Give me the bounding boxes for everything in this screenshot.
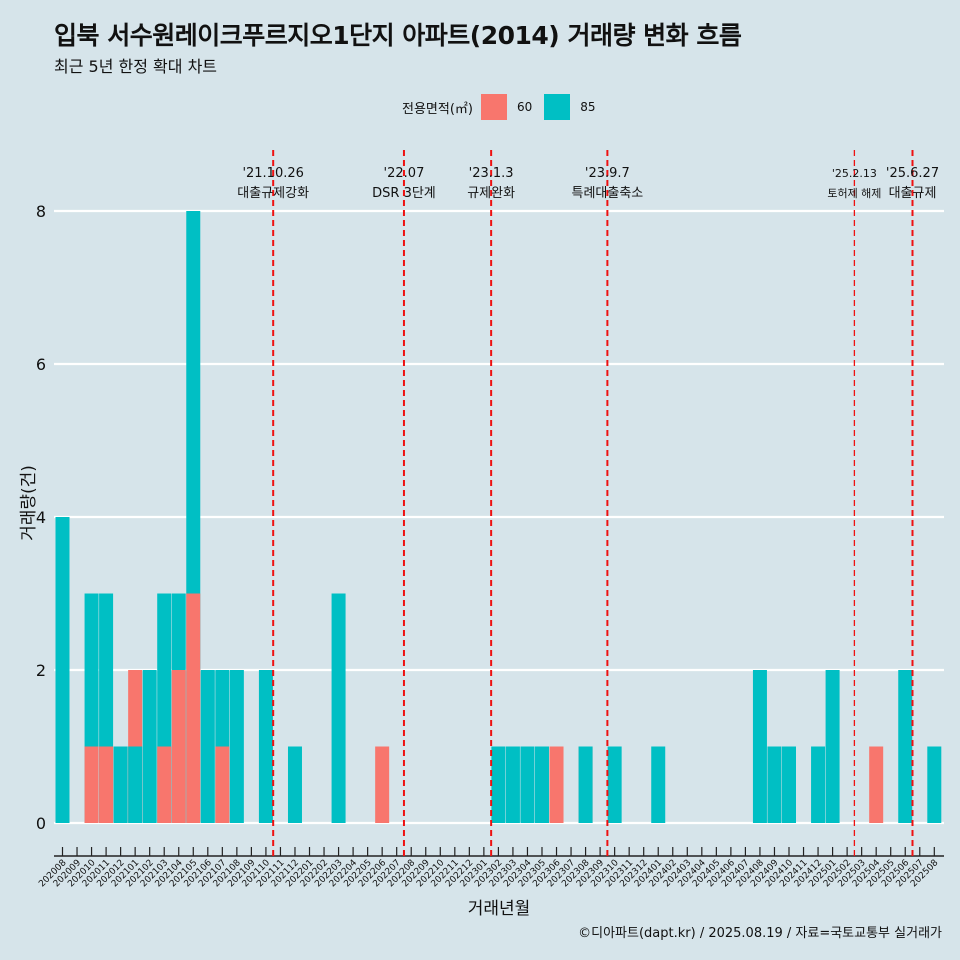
- legend-label-85: 85: [580, 100, 596, 114]
- y-tick-label: 4: [36, 508, 46, 527]
- y-tick-label: 0: [36, 814, 46, 833]
- y-axis-title: 거래량(건): [19, 465, 39, 541]
- bar-85: [898, 670, 913, 823]
- bar-85: [258, 670, 273, 823]
- event-date: '25.6.27: [886, 166, 939, 181]
- bar-85: [782, 746, 796, 823]
- event-label: DSR 3단계: [372, 186, 436, 201]
- bar-60: [215, 746, 230, 823]
- bar-85: [505, 746, 520, 823]
- bar-85: [229, 670, 244, 823]
- bar-85: [534, 746, 549, 823]
- bar-85: [331, 593, 346, 823]
- bar-60: [869, 746, 884, 823]
- x-axis-title: 거래년월: [468, 899, 531, 919]
- legend-label-60: 60: [516, 100, 533, 114]
- chart-subtitle: 최근 5년 한정 확대 차트: [54, 57, 218, 76]
- y-tick-label: 8: [36, 202, 46, 221]
- chart-title: 입북 서수원레이크푸르지오1단지 아파트(2014) 거래량 변화 흐름: [54, 21, 742, 50]
- bar-60: [157, 746, 172, 823]
- bar-60: [99, 746, 114, 823]
- bar-85: [811, 746, 826, 823]
- event-date: '21.10.26: [242, 166, 303, 181]
- bar-85: [752, 670, 767, 823]
- event-label: 대출규제강화: [237, 186, 309, 201]
- bar-60: [549, 746, 564, 823]
- event-date: '25.2.13: [832, 167, 877, 180]
- bar-85: [113, 746, 128, 823]
- bar-85: [927, 746, 942, 823]
- event-label: 규제완화: [467, 186, 515, 201]
- y-tick-label: 6: [36, 355, 46, 374]
- bar-85: [651, 746, 666, 823]
- bar-60: [375, 746, 390, 823]
- bar-85: [491, 746, 506, 823]
- legend: 전용면적(㎡) 60 85: [402, 94, 608, 120]
- event-date: '23.9.7: [585, 166, 630, 181]
- bar-85: [287, 746, 302, 823]
- bar-85: [578, 746, 593, 823]
- event-date: '23.1.3: [469, 166, 514, 181]
- bar-85: [520, 746, 535, 823]
- legend-title: 전용면적(㎡): [402, 101, 473, 117]
- bar-85: [55, 517, 70, 823]
- bar-85: [142, 670, 157, 823]
- event-label: 특례대출축소: [571, 186, 643, 201]
- event-date: '22.07: [384, 166, 425, 181]
- y-tick-label: 2: [36, 661, 46, 680]
- bar-60: [186, 593, 201, 823]
- event-label: 토허제 해제: [827, 186, 881, 200]
- source-credit: ©디아파트(dapt.kr) / 2025.08.19 / 자료=국토교통부 실…: [578, 926, 942, 941]
- bar-85: [825, 670, 840, 823]
- bar-60: [84, 746, 99, 823]
- bar-85: [200, 670, 215, 823]
- legend-swatch-85: [544, 94, 571, 120]
- legend-swatch-60: [480, 94, 507, 120]
- bar-85: [128, 746, 143, 823]
- bar-85: [767, 746, 782, 823]
- bar-85: [607, 746, 622, 823]
- bar-60: [171, 670, 186, 823]
- event-label: 대출규제: [889, 186, 937, 201]
